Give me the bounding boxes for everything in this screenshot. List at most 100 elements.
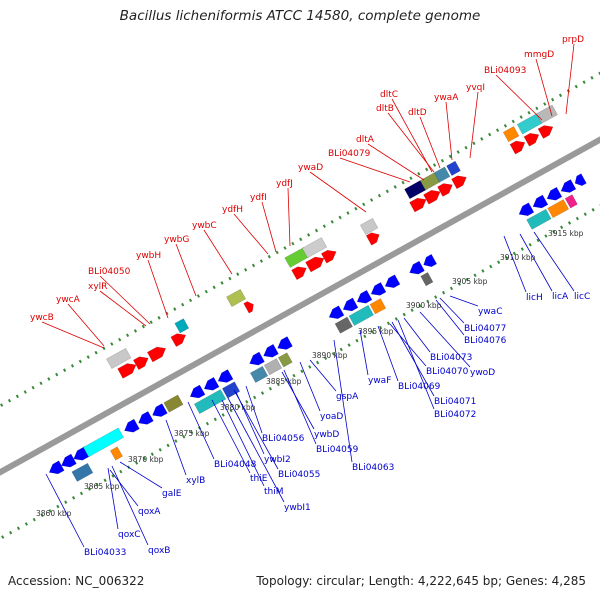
gene-block [193,389,227,415]
lower-ruler [0,204,600,541]
gene-label: ywbI2 [264,455,291,465]
gene-label: qoxB [148,546,170,556]
gene-label: BLi04076 [464,336,507,346]
gene-label: ydfJ [276,179,293,189]
gene-block [221,381,241,399]
leader-line [377,325,399,382]
leader-line [445,101,453,161]
gene-label: BLi04073 [430,353,472,363]
gene-block [502,126,520,143]
gene-arrow-reverse [370,282,387,296]
leader-line [333,339,353,463]
leader-line [419,311,471,368]
gene-block [249,365,269,383]
leader-line [339,157,411,183]
gene-arrow-forward [146,346,167,363]
gene-arrow-forward [437,183,453,197]
ruler-label: 3890 kbp [312,351,348,360]
gene-label: BLi04033 [84,548,126,558]
leader-line [111,465,149,546]
gene-arrow-reverse [328,305,345,319]
gene-block [359,217,379,236]
genome-backbone [0,136,600,476]
gene-label: ywbI1 [284,503,311,513]
gene-block [348,304,374,326]
ruler-label: 3880 kbp [220,403,256,412]
gene-arrow-reverse [356,289,373,304]
topology-text: Topology: circular; Length: 4,222,645 bp… [256,574,586,588]
gene-block [82,427,124,458]
ruler-label: 3910 kbp [500,253,536,262]
gene-label: BLi04072 [434,410,476,420]
gene-label: dltB [376,104,394,114]
gene-arrow-forward [291,266,307,281]
gene-label: ywbC [192,221,217,231]
gene-block [263,358,283,376]
gene-arrow-reverse [152,403,168,417]
gene-arrow-forward [170,333,187,347]
gene-label: qoxC [118,530,141,540]
leader-line [359,329,369,376]
gene-label: ywcA [56,295,81,305]
feature-track [48,104,587,482]
gene-label: ywbG [164,235,189,245]
gene-label: BLi04048 [214,460,257,470]
leader-line [391,98,433,173]
leader-line [245,385,263,434]
gene-label: dltA [356,135,375,145]
leader-line [165,419,187,476]
ruler-label: 3875 kbp [174,429,210,438]
leader-line [439,297,465,324]
gene-arrow-forward [320,249,337,264]
gene-label: gspA [336,392,359,402]
leader-line [99,290,147,327]
gene-arrow-reverse [409,260,425,275]
leader-line [119,461,163,489]
gene-arrow-reverse [203,376,220,391]
leader-line [109,469,139,507]
leader-line [449,295,479,307]
gene-label: dltC [380,90,398,100]
ruler-label: 3895 kbp [358,327,394,336]
gene-label: licC [574,292,590,302]
gene-block [226,288,247,308]
ruler-label: 3900 kbp [406,301,442,310]
gene-block [420,272,434,287]
gene-arrow-reverse [189,384,206,399]
leader-line [397,319,435,410]
gene-block [106,347,132,369]
leader-line [235,391,265,455]
leader-line [403,317,431,353]
gene-arrow-forward [409,197,427,213]
leader-line [469,91,479,159]
gene-block [433,166,451,183]
gene-label: BLi04050 [88,267,131,277]
leader-line [41,321,105,349]
gene-label: ywaC [478,307,503,317]
gene-arrow-forward [451,175,467,190]
gene-label: licA [552,292,569,302]
leader-line [419,116,441,169]
gene-label: licH [526,293,543,303]
leader-line [281,371,315,430]
gene-label: BLi04055 [278,470,320,480]
gene-arrow-reverse [277,336,293,350]
gene-label: yoaD [320,412,343,422]
leader-line [45,473,85,548]
leader-line [287,187,291,247]
gene-label: qoxA [138,507,161,517]
gene-label: BLi04071 [434,397,476,407]
leader-line [495,74,543,121]
gene-label: prpD [562,35,584,45]
leader-line [391,321,435,397]
leader-line [519,233,553,292]
gene-label: BLi04069 [398,382,441,392]
leader-line [187,401,215,460]
leader-line [261,201,277,253]
gene-label: thiM [264,487,284,497]
leader-line [503,235,527,293]
leader-line [227,397,285,503]
gene-arrow-reverse [574,173,587,186]
ruler-label: 3870 kbp [128,455,164,464]
gene-arrow-forward [305,256,325,273]
